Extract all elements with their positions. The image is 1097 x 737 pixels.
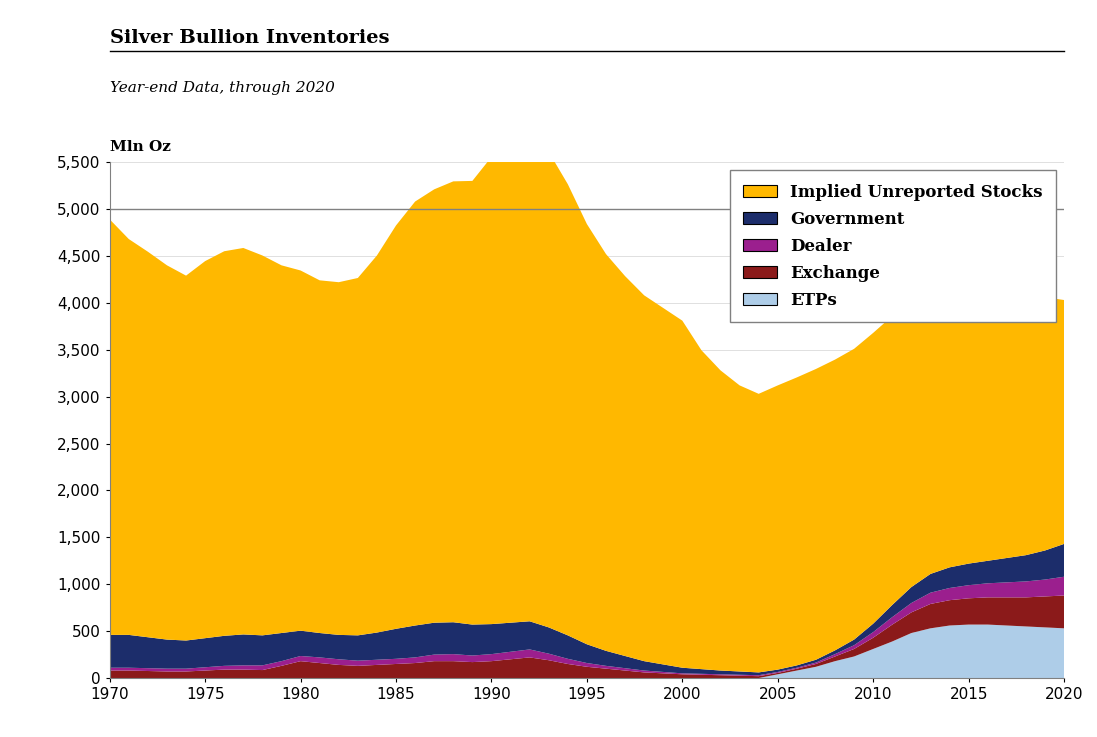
Legend: Implied Unreported Stocks, Government, Dealer, Exchange, ETPs: Implied Unreported Stocks, Government, D… xyxy=(730,170,1055,322)
Text: Silver Bullion Inventories: Silver Bullion Inventories xyxy=(110,29,389,47)
Text: Year-end Data, through 2020: Year-end Data, through 2020 xyxy=(110,81,335,95)
Text: Mln Oz: Mln Oz xyxy=(110,140,170,154)
